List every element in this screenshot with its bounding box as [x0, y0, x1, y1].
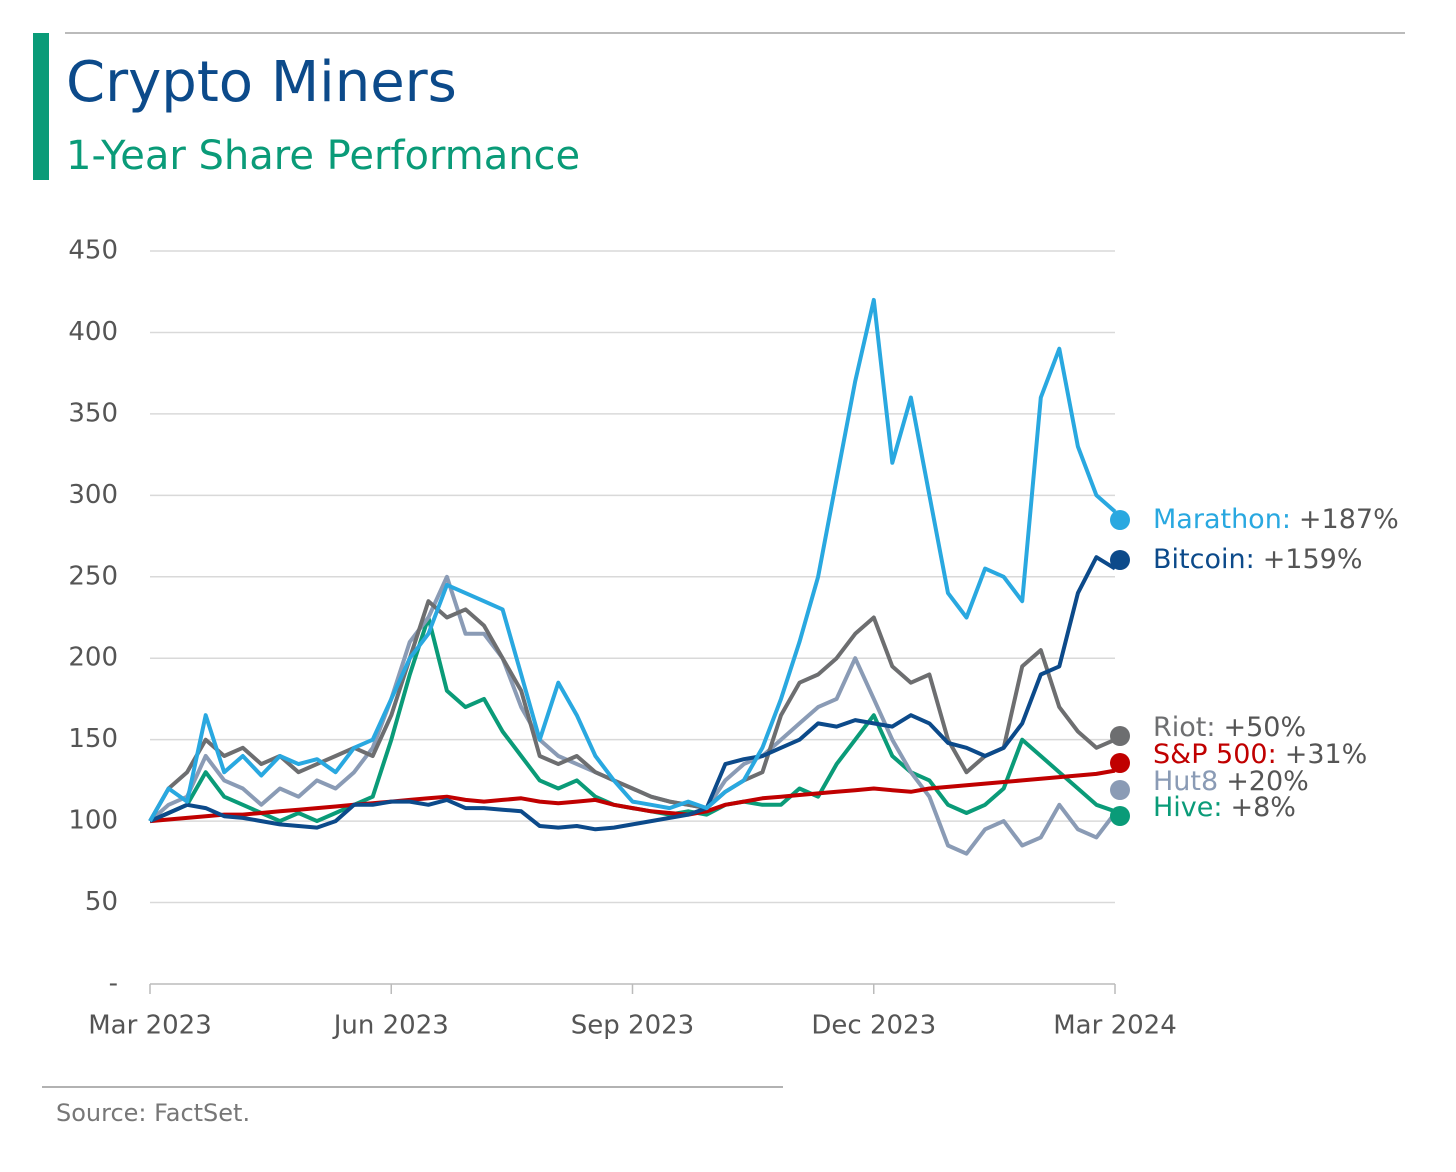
- source: Source: FactSet.: [56, 1099, 250, 1127]
- legend-entry: Hut8 +20%: [1153, 766, 1309, 797]
- series-line: [149, 555, 1117, 832]
- y-tick-label: 450: [68, 236, 118, 266]
- x-tick-label: Dec 2023: [811, 1011, 936, 1041]
- y-tick-label: 100: [68, 806, 118, 836]
- x-tick-label: Sep 2023: [571, 1011, 694, 1041]
- x-tick-label: Mar 2023: [88, 1011, 212, 1041]
- chart-title: Crypto Miners: [66, 50, 457, 115]
- legend-change: +159%: [1263, 544, 1363, 575]
- x-tick-label: Jun 2023: [332, 1011, 449, 1041]
- series-line: [148, 599, 1116, 823]
- legend-dot: [1110, 510, 1130, 530]
- y-tick-label: 400: [68, 317, 118, 347]
- legend-name: Hut8: [1153, 766, 1218, 797]
- legend-dot: [1110, 753, 1130, 773]
- legend-change: +8%: [1231, 792, 1296, 823]
- accent-bar: [33, 33, 49, 180]
- legend-name: Bitcoin:: [1153, 544, 1255, 575]
- y-tick-label: 200: [68, 643, 118, 673]
- legend-dot: [1110, 806, 1130, 826]
- legend-name: Hive:: [1153, 792, 1223, 823]
- x-tick-label: Mar 2024: [1053, 1011, 1177, 1041]
- chart-subtitle: 1-Year Share Performance: [66, 133, 580, 179]
- y-tick-label: 250: [68, 561, 118, 591]
- legend-entry: Marathon: +187%: [1153, 504, 1399, 535]
- legend-entry: Hive: +8%: [1153, 792, 1296, 823]
- legend-change: +20%: [1226, 766, 1309, 797]
- legend-entry: S&P 500: +31%: [1153, 739, 1367, 770]
- legend-change: +31%: [1285, 739, 1368, 770]
- legend-dot: [1110, 780, 1130, 800]
- legend-change: +187%: [1299, 504, 1399, 535]
- y-tick-label: 150: [68, 724, 118, 754]
- legend-entry: Riot: +50%: [1153, 712, 1306, 743]
- legend-change: +50%: [1223, 712, 1306, 743]
- y-tick-label: 300: [68, 480, 118, 510]
- y-tick-label: -: [109, 969, 118, 999]
- y-tick-label: 350: [68, 398, 118, 428]
- legend-name: Marathon:: [1153, 504, 1291, 535]
- series-line: [148, 297, 1117, 823]
- legend-entry: Bitcoin: +159%: [1153, 544, 1363, 575]
- legend-name: Riot:: [1153, 712, 1215, 743]
- legend-dot: [1110, 726, 1130, 746]
- legend-dot: [1110, 550, 1130, 570]
- series-line: [149, 768, 1116, 824]
- legend-name: S&P 500:: [1153, 739, 1277, 770]
- y-tick-label: 50: [85, 887, 118, 917]
